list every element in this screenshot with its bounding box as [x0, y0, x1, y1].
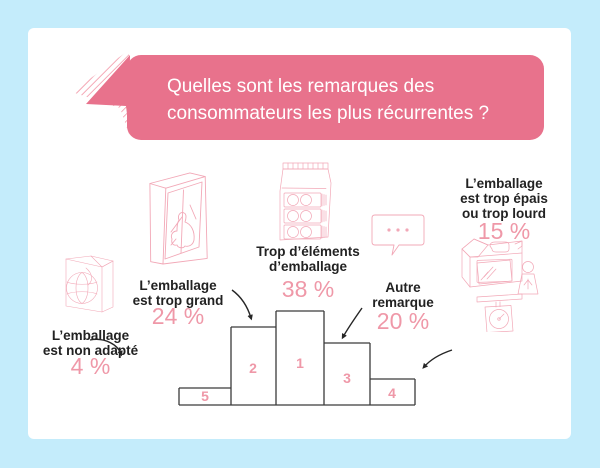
svg-text:3: 3 [343, 370, 351, 386]
svg-text:2: 2 [249, 360, 257, 376]
svg-text:4: 4 [388, 385, 396, 401]
svg-text:5: 5 [201, 388, 209, 404]
svg-text:1: 1 [296, 355, 304, 371]
